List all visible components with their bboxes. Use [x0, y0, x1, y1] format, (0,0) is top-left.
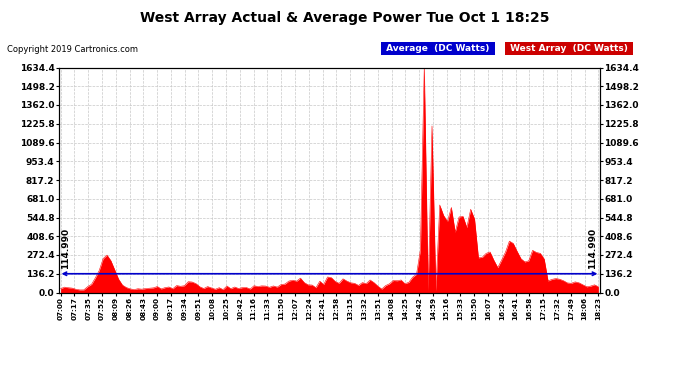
Text: West Array Actual & Average Power Tue Oct 1 18:25: West Array Actual & Average Power Tue Oc… — [140, 11, 550, 25]
Text: 114.990: 114.990 — [588, 228, 597, 269]
Text: 114.990: 114.990 — [61, 228, 70, 269]
Text: West Array  (DC Watts): West Array (DC Watts) — [507, 44, 631, 53]
Text: Average  (DC Watts): Average (DC Watts) — [383, 44, 493, 53]
Text: Copyright 2019 Cartronics.com: Copyright 2019 Cartronics.com — [7, 45, 138, 54]
